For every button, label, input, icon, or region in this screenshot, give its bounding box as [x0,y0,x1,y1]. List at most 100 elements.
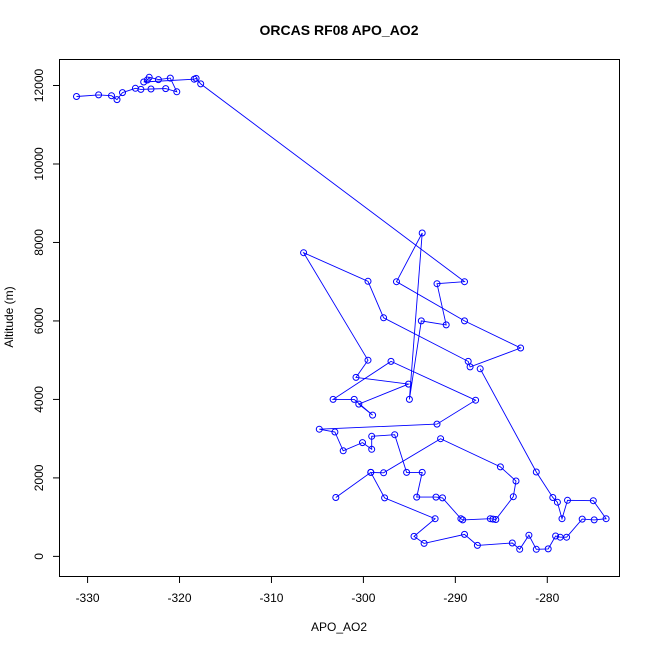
data-point [381,494,389,502]
data-point [496,463,504,471]
data-point [532,468,540,476]
data-point [162,85,170,93]
data-point [359,439,366,447]
series-line [76,76,607,550]
y-tick-label: 12000 [32,68,46,102]
data-point [472,396,480,404]
data-point [410,532,418,540]
x-axis: -330 -320 -310 -300 -290 -280 [76,576,560,605]
data-point [442,321,450,329]
data-point [517,344,525,352]
data-point [95,91,103,99]
data-point [369,411,377,419]
data-point [516,545,524,553]
x-tick-label: -310 [259,591,283,605]
data-point [558,515,566,523]
data-point [380,469,388,477]
data-point [355,400,363,408]
data-point [457,515,465,523]
y-axis-label: Altitude (m) [2,286,16,347]
data-point [329,395,337,403]
data-point [315,425,323,433]
chart-title: ORCAS RF08 APO_AO2 [260,22,419,38]
data-point [525,531,533,539]
x-tick-label: -300 [351,591,375,605]
data-point [173,88,181,96]
data-point [300,249,308,257]
data-point [461,530,468,538]
data-point [387,357,395,365]
data-point [332,494,340,501]
x-tick-label: -290 [443,591,467,605]
data-point [553,498,561,506]
data-point [420,539,428,547]
data-point [433,280,441,288]
data-point [464,357,472,365]
x-tick-label: -330 [76,591,100,605]
y-axis: 0 2000 4000 6000 8000 10000 12000 [32,68,60,560]
y-tick-label: 6000 [32,307,46,334]
data-point [368,445,376,453]
data-point [393,278,400,286]
data-point [418,468,426,476]
data-point [368,432,376,440]
x-tick-label: -280 [535,591,559,605]
data-point [437,435,445,443]
data-point [192,74,200,82]
data-point [339,447,347,455]
data-point [549,494,557,501]
data-point [391,431,399,439]
plot-frame [59,59,620,577]
data-point [564,496,571,504]
data-point [439,494,446,502]
data-point [143,76,151,84]
y-tick-label: 10000 [32,147,46,181]
series-points [73,73,610,553]
data-point [166,74,174,82]
data-point [589,497,597,505]
x-axis-label: APO_AO2 [311,620,367,634]
data-point [590,516,598,524]
data-point [108,92,115,100]
data-point [405,380,412,388]
data-point [73,93,80,100]
data-point [473,541,481,549]
data-point [364,277,372,285]
data-point [431,515,439,523]
data-point [137,85,145,93]
data-point [147,85,155,93]
series-path [76,76,607,550]
data-point [492,516,500,523]
data-point [154,76,162,84]
data-point [350,395,358,403]
data-point [140,78,148,86]
data-point [403,468,411,476]
data-point [197,80,205,88]
data-point [509,493,517,501]
data-point [119,89,126,97]
data-point [331,428,339,436]
data-point [532,545,540,553]
data-point [489,515,497,523]
data-point [512,477,520,485]
data-point [413,493,421,501]
y-tick-label: 4000 [32,386,46,413]
data-point [544,545,552,553]
data-point [552,532,560,540]
data-point [461,317,468,325]
y-tick-label: 0 [32,553,46,560]
data-point [432,493,440,501]
x-tick-label: -320 [168,591,192,605]
data-point [380,314,388,322]
y-tick-label: 8000 [32,229,46,256]
data-point [461,278,468,286]
data-point [563,533,571,541]
data-point [113,96,121,104]
data-point [405,395,413,403]
data-point [508,539,516,547]
data-point [418,229,426,237]
data-point [364,356,372,364]
data-point [433,420,441,428]
